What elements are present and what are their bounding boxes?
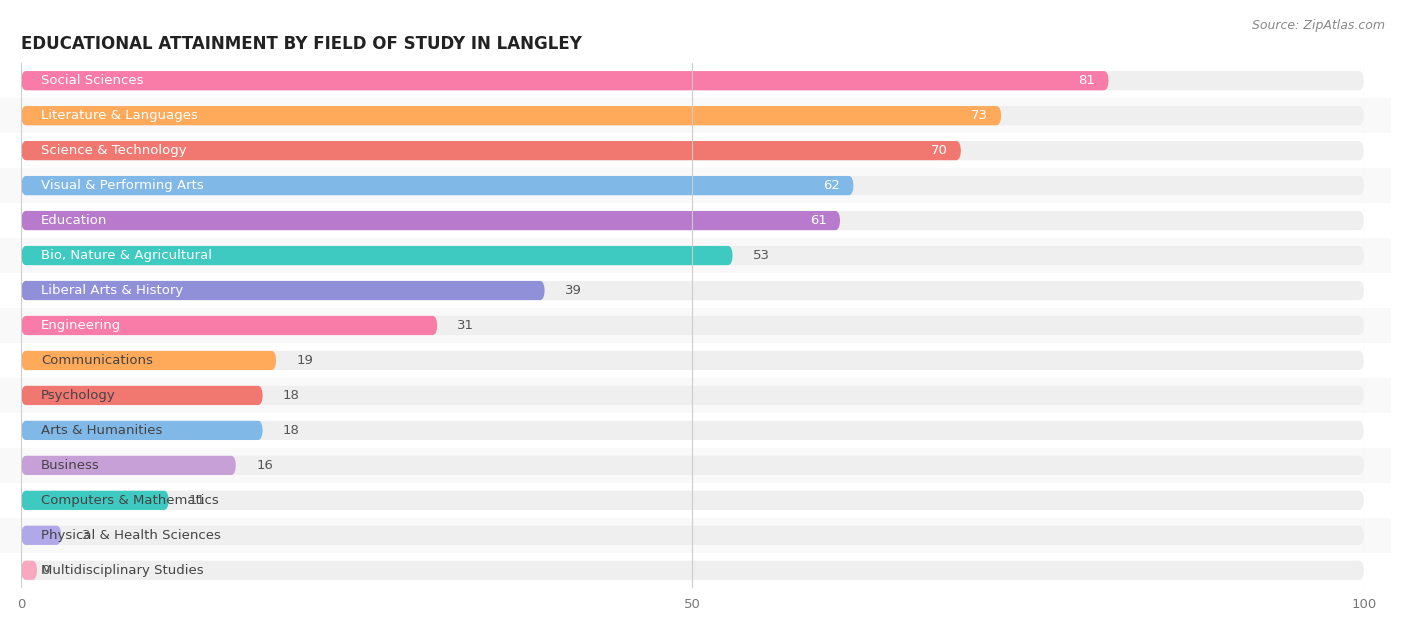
Text: Source: ZipAtlas.com: Source: ZipAtlas.com (1251, 19, 1385, 32)
FancyBboxPatch shape (21, 141, 962, 161)
Text: 73: 73 (972, 109, 988, 122)
FancyBboxPatch shape (21, 71, 1364, 90)
Bar (0, 378, 1391, 413)
FancyBboxPatch shape (21, 561, 1364, 580)
Text: 39: 39 (565, 284, 582, 297)
Bar (0, 63, 1391, 98)
Text: Liberal Arts & History: Liberal Arts & History (41, 284, 183, 297)
Bar (0, 273, 1391, 308)
Bar (0, 238, 1391, 273)
FancyBboxPatch shape (21, 106, 1364, 125)
FancyBboxPatch shape (21, 176, 853, 195)
FancyBboxPatch shape (21, 490, 169, 510)
Text: 19: 19 (297, 354, 314, 367)
FancyBboxPatch shape (21, 526, 62, 545)
Text: Science & Technology: Science & Technology (41, 144, 187, 157)
FancyBboxPatch shape (21, 281, 1364, 300)
Text: 62: 62 (824, 179, 841, 192)
FancyBboxPatch shape (21, 456, 236, 475)
Bar (0, 308, 1391, 343)
Text: Business: Business (41, 459, 100, 472)
FancyBboxPatch shape (21, 351, 1364, 370)
FancyBboxPatch shape (21, 316, 437, 335)
Bar (0, 343, 1391, 378)
FancyBboxPatch shape (21, 246, 1364, 265)
Text: Computers & Mathematics: Computers & Mathematics (41, 494, 219, 507)
Text: Physical & Health Sciences: Physical & Health Sciences (41, 529, 221, 542)
Bar (0, 203, 1391, 238)
FancyBboxPatch shape (21, 316, 1364, 335)
Text: Bio, Nature & Agricultural: Bio, Nature & Agricultural (41, 249, 212, 262)
Bar (0, 518, 1391, 553)
FancyBboxPatch shape (21, 561, 37, 580)
FancyBboxPatch shape (21, 141, 1364, 161)
Bar (0, 483, 1391, 518)
FancyBboxPatch shape (21, 421, 263, 440)
FancyBboxPatch shape (21, 490, 1364, 510)
FancyBboxPatch shape (21, 386, 1364, 405)
FancyBboxPatch shape (21, 211, 841, 230)
Text: 81: 81 (1078, 74, 1095, 87)
Text: Arts & Humanities: Arts & Humanities (41, 424, 163, 437)
Text: Psychology: Psychology (41, 389, 115, 402)
Text: EDUCATIONAL ATTAINMENT BY FIELD OF STUDY IN LANGLEY: EDUCATIONAL ATTAINMENT BY FIELD OF STUDY… (21, 35, 582, 53)
FancyBboxPatch shape (21, 351, 276, 370)
FancyBboxPatch shape (21, 421, 1364, 440)
Text: 18: 18 (283, 389, 299, 402)
FancyBboxPatch shape (21, 211, 1364, 230)
Bar (0, 413, 1391, 448)
Bar (0, 98, 1391, 133)
Text: 11: 11 (188, 494, 205, 507)
Text: Social Sciences: Social Sciences (41, 74, 143, 87)
Bar (0, 133, 1391, 168)
Text: 18: 18 (283, 424, 299, 437)
Text: 0: 0 (41, 564, 49, 577)
Text: Education: Education (41, 214, 108, 227)
FancyBboxPatch shape (21, 526, 1364, 545)
Text: Multidisciplinary Studies: Multidisciplinary Studies (41, 564, 204, 577)
Text: Literature & Languages: Literature & Languages (41, 109, 198, 122)
Text: 31: 31 (457, 319, 474, 332)
Bar (0, 168, 1391, 203)
FancyBboxPatch shape (21, 176, 1364, 195)
Text: 16: 16 (256, 459, 273, 472)
Text: Engineering: Engineering (41, 319, 121, 332)
FancyBboxPatch shape (21, 386, 263, 405)
FancyBboxPatch shape (21, 106, 1001, 125)
Text: 61: 61 (810, 214, 827, 227)
Bar (0, 448, 1391, 483)
Text: Communications: Communications (41, 354, 153, 367)
FancyBboxPatch shape (21, 71, 1109, 90)
FancyBboxPatch shape (21, 281, 544, 300)
FancyBboxPatch shape (21, 246, 733, 265)
Text: Visual & Performing Arts: Visual & Performing Arts (41, 179, 204, 192)
Text: 3: 3 (82, 529, 90, 542)
FancyBboxPatch shape (21, 456, 1364, 475)
Text: 70: 70 (931, 144, 948, 157)
Text: 53: 53 (752, 249, 770, 262)
Bar (0, 553, 1391, 588)
